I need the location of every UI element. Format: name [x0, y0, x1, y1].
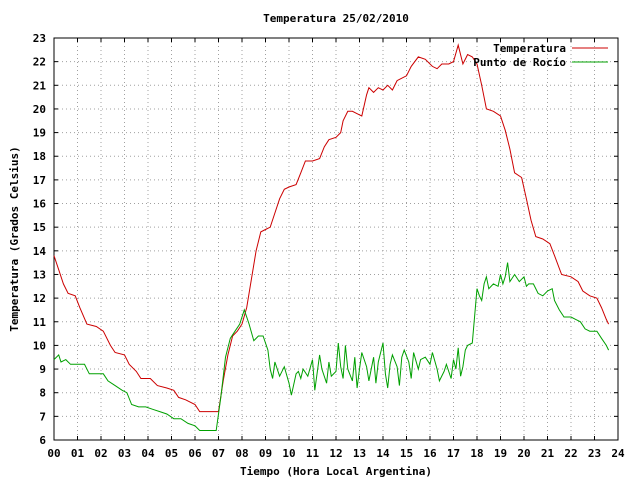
x-tick-label: 07 — [212, 447, 225, 460]
y-tick-label: 16 — [33, 198, 47, 211]
y-tick-label: 18 — [33, 150, 46, 163]
x-tick-label: 04 — [141, 447, 155, 460]
grid — [54, 38, 618, 440]
x-tick-label: 11 — [306, 447, 320, 460]
legend-label-temperatura: Temperatura — [493, 42, 566, 55]
y-tick-label: 17 — [33, 174, 46, 187]
y-tick-label: 6 — [39, 434, 46, 447]
x-tick-label: 24 — [611, 447, 625, 460]
x-tick-label: 09 — [259, 447, 272, 460]
x-tick-label: 17 — [447, 447, 460, 460]
y-tick-label: 8 — [39, 387, 46, 400]
x-tick-label: 02 — [94, 447, 107, 460]
x-tick-label: 03 — [118, 447, 131, 460]
x-tick-label: 10 — [282, 447, 295, 460]
series-line-temperatura — [53, 43, 610, 413]
y-tick-label: 19 — [33, 127, 46, 140]
x-tick-label: 12 — [329, 447, 342, 460]
y-tick-label: 9 — [39, 363, 46, 376]
y-tick-label: 11 — [33, 316, 47, 329]
x-tick-label: 13 — [353, 447, 366, 460]
x-tick-label: 21 — [541, 447, 555, 460]
series — [53, 43, 610, 431]
x-tick-label: 06 — [188, 447, 202, 460]
x-tick-label: 22 — [564, 447, 577, 460]
y-tick-label: 7 — [39, 410, 46, 423]
chart-title: Temperatura 25/02/2010 — [263, 12, 409, 25]
x-tick-label: 05 — [165, 447, 178, 460]
x-tick-label: 19 — [494, 447, 507, 460]
x-tick-label: 23 — [588, 447, 601, 460]
legend: Temperatura Punto de Rocío — [473, 42, 608, 69]
x-tick-label: 00 — [47, 447, 60, 460]
x-tick-label: 08 — [235, 447, 248, 460]
y-tick-label: 14 — [33, 245, 47, 258]
x-tick-label: 20 — [517, 447, 530, 460]
x-tick-label: 16 — [423, 447, 437, 460]
y-tick-label: 15 — [33, 221, 46, 234]
y-tick-label: 13 — [33, 268, 46, 281]
x-axis-label: Tiempo (Hora Local Argentina) — [240, 465, 432, 478]
ticks: 00 01 02 03 04 05 06 07 08 09 10 11 12 13 14 15 16 17 18 19… — [33, 32, 625, 460]
y-tick-label: 12 — [33, 292, 46, 305]
series-line-punto-de-rocio — [53, 262, 610, 431]
x-tick-label: 14 — [376, 447, 390, 460]
y-tick-label: 20 — [33, 103, 46, 116]
x-tick-label: 15 — [400, 447, 413, 460]
y-tick-label: 22 — [33, 56, 46, 69]
x-tick-label: 01 — [71, 447, 85, 460]
y-tick-label: 21 — [33, 79, 47, 92]
y-tick-label: 10 — [33, 339, 46, 352]
y-tick-label: 23 — [33, 32, 46, 45]
legend-label-punto-de-rocio: Punto de Rocío — [473, 56, 566, 69]
x-tick-label: 18 — [470, 447, 483, 460]
y-axis-label: Temperatura (Grados Celsius) — [8, 146, 21, 331]
